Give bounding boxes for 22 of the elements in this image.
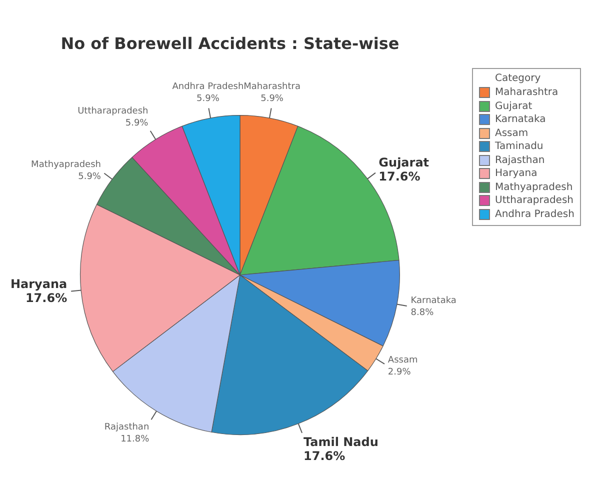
legend-title: Category	[494, 73, 542, 84]
legend-label: Rajasthan	[495, 154, 545, 166]
data-label: Assam 2.9%	[388, 355, 418, 378]
data-label: Gujarat 17.6%	[378, 156, 430, 184]
legend-label: Haryana	[495, 168, 538, 180]
data-label: Haryana 17.6%	[10, 276, 68, 305]
data-label: Uttharapradesh 5.9%	[78, 106, 149, 129]
data-label: Andhra Pradesh 5.9%	[172, 82, 244, 104]
chart-title: No of Borewell Accidents : State-wise	[60, 34, 400, 53]
legend-label: Uttharapradesh	[495, 195, 574, 206]
data-label: Rajasthan 11.8%	[104, 422, 150, 445]
legend-label: Andhra Pradesh	[495, 208, 574, 220]
data-label: Maharashtra 5.9%	[244, 82, 300, 104]
legend-label: Taminadu	[495, 141, 544, 152]
data-label: Karnataka 8.8%	[410, 296, 456, 318]
legend-label: Karnataka	[495, 114, 546, 126]
legend-label: Mathyapradesh	[495, 182, 573, 193]
legend-label: Assam	[495, 128, 528, 139]
data-label: Mathyapradesh 5.9%	[31, 160, 102, 182]
legend-label: Gujarat	[495, 100, 532, 112]
legend-label: Maharashtra	[495, 87, 558, 98]
data-label: Tamil Nadu 17.6%	[303, 434, 378, 463]
